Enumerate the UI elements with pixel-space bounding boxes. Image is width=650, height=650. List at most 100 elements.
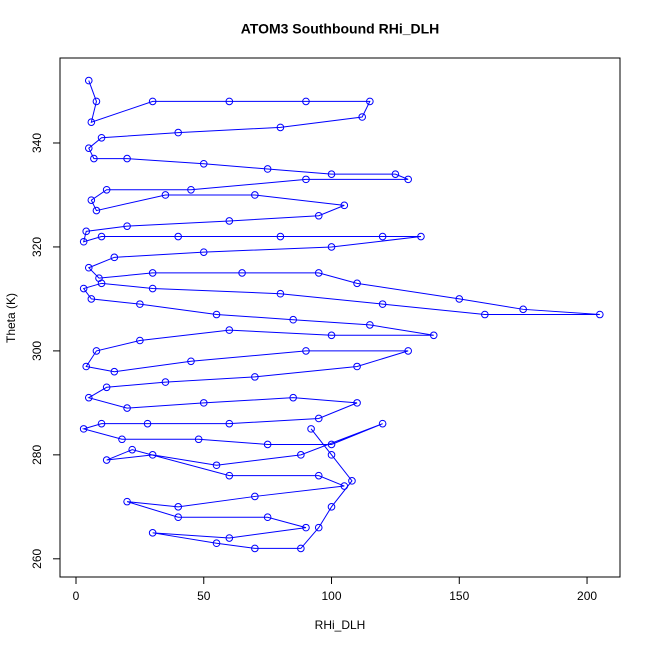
data-point: [314, 523, 323, 532]
data-point: [79, 237, 88, 246]
data-point: [251, 492, 259, 501]
data-point: [417, 232, 425, 241]
data-point: [84, 263, 93, 272]
data-point: [263, 165, 272, 173]
data-point: [404, 175, 412, 184]
data-point: [123, 154, 131, 163]
data-point: [302, 175, 310, 184]
data-point: [87, 118, 96, 126]
data-point: [391, 170, 400, 178]
data-point: [199, 399, 208, 407]
data-point: [276, 123, 285, 132]
data-point: [353, 362, 361, 371]
data-point: [314, 414, 323, 423]
data-point: [353, 399, 361, 407]
y-tick-label: 300: [30, 341, 44, 361]
data-point: [353, 279, 361, 288]
x-tick-label: 50: [197, 589, 211, 603]
data-point: [289, 315, 297, 324]
data-point: [148, 529, 157, 537]
data-point: [136, 336, 144, 345]
data-point: [225, 97, 234, 106]
x-tick-label: 0: [73, 589, 80, 603]
data-point: [429, 331, 438, 340]
data-point: [102, 456, 111, 464]
data-point: [251, 373, 259, 381]
data-point: [79, 284, 88, 293]
data-point: [340, 201, 349, 210]
data-point: [366, 97, 374, 106]
data-point: [123, 222, 131, 230]
data-line: [81, 80, 600, 549]
x-tick-label: 200: [577, 589, 597, 603]
data-point: [84, 144, 93, 152]
data-point: [302, 347, 310, 355]
data-point: [102, 383, 111, 392]
data-point: [327, 170, 336, 178]
data-point: [327, 440, 336, 449]
data-point: [90, 154, 98, 163]
data-point: [327, 503, 336, 511]
data-point: [174, 128, 183, 137]
data-point: [378, 232, 387, 241]
data-point: [97, 232, 106, 241]
data-point: [314, 211, 323, 220]
data-point: [82, 362, 91, 371]
data-point: [194, 435, 203, 444]
data-point: [519, 305, 527, 314]
data-point: [148, 284, 157, 293]
data-point: [84, 393, 93, 402]
data-point: [148, 451, 157, 459]
data-point: [161, 191, 170, 199]
data-point: [251, 191, 259, 199]
data-point: [225, 471, 234, 480]
data-point: [128, 445, 137, 454]
data-point: [87, 295, 96, 303]
data-point: [297, 544, 305, 553]
data-point: [174, 232, 183, 241]
y-tick-label: 280: [30, 445, 44, 465]
data-point: [225, 217, 234, 225]
y-tick-label: 320: [30, 237, 44, 257]
data-point: [358, 113, 366, 121]
data-point: [92, 347, 101, 355]
data-point: [174, 513, 183, 522]
x-tick-label: 150: [449, 589, 469, 603]
data-point: [187, 185, 195, 194]
data-point: [276, 289, 285, 298]
data-point: [82, 227, 91, 236]
data-point: [307, 425, 315, 433]
data-point: [378, 300, 387, 308]
data-point: [263, 513, 272, 522]
data-point: [276, 232, 285, 241]
data-point: [136, 300, 144, 308]
chart-title: ATOM3 Southbound RHi_DLH: [241, 21, 440, 37]
data-point: [92, 206, 101, 215]
data-point: [97, 279, 106, 288]
data-point: [110, 253, 119, 262]
data-point: [84, 76, 93, 85]
data-point: [212, 539, 221, 548]
data-point: [212, 310, 221, 319]
data-point: [123, 497, 131, 506]
data-point: [123, 404, 131, 412]
data-point: [199, 159, 208, 168]
data-point: [110, 367, 119, 376]
y-tick-label: 260: [30, 548, 44, 568]
data-point: [314, 471, 323, 480]
data-point: [97, 419, 106, 428]
data-point: [378, 419, 387, 428]
data-point: [596, 310, 604, 319]
x-axis-label: RHi_DLH: [315, 618, 366, 632]
data-point: [302, 523, 310, 532]
data-point: [148, 269, 157, 277]
data-point: [366, 321, 374, 329]
data-point: [87, 196, 96, 204]
data-point: [199, 248, 208, 256]
data-point: [481, 310, 489, 319]
data-point: [289, 393, 297, 402]
data-point: [302, 97, 310, 106]
x-tick-label: 100: [322, 589, 342, 603]
